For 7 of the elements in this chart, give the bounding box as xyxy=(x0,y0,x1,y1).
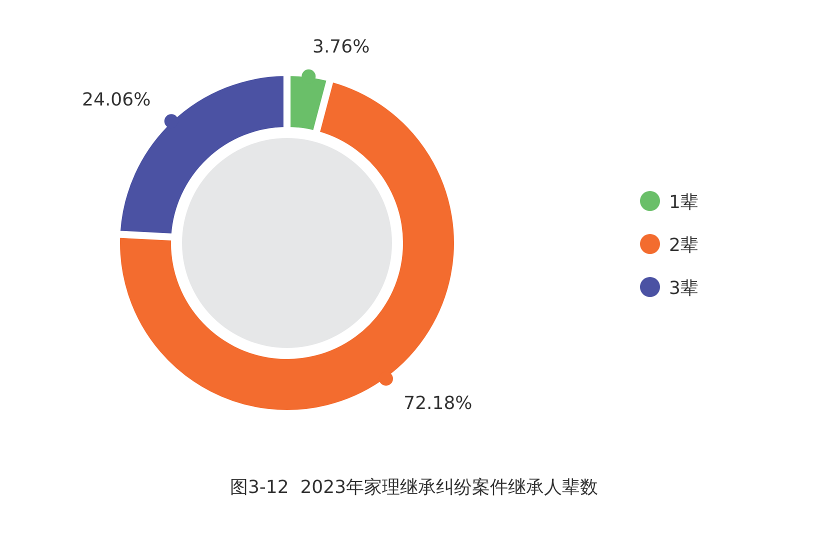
data-label: 3.76% xyxy=(312,36,370,58)
legend-label: 2辈 xyxy=(669,235,698,256)
data-label: 72.18% xyxy=(404,392,472,414)
data-label: 24.06% xyxy=(82,89,151,110)
legend-label: 1辈 xyxy=(669,192,698,213)
text: 图3-12 2023年家理继承纠纷案件继承人辈数 xyxy=(230,477,598,498)
legend-label: 3辈 xyxy=(669,278,698,299)
